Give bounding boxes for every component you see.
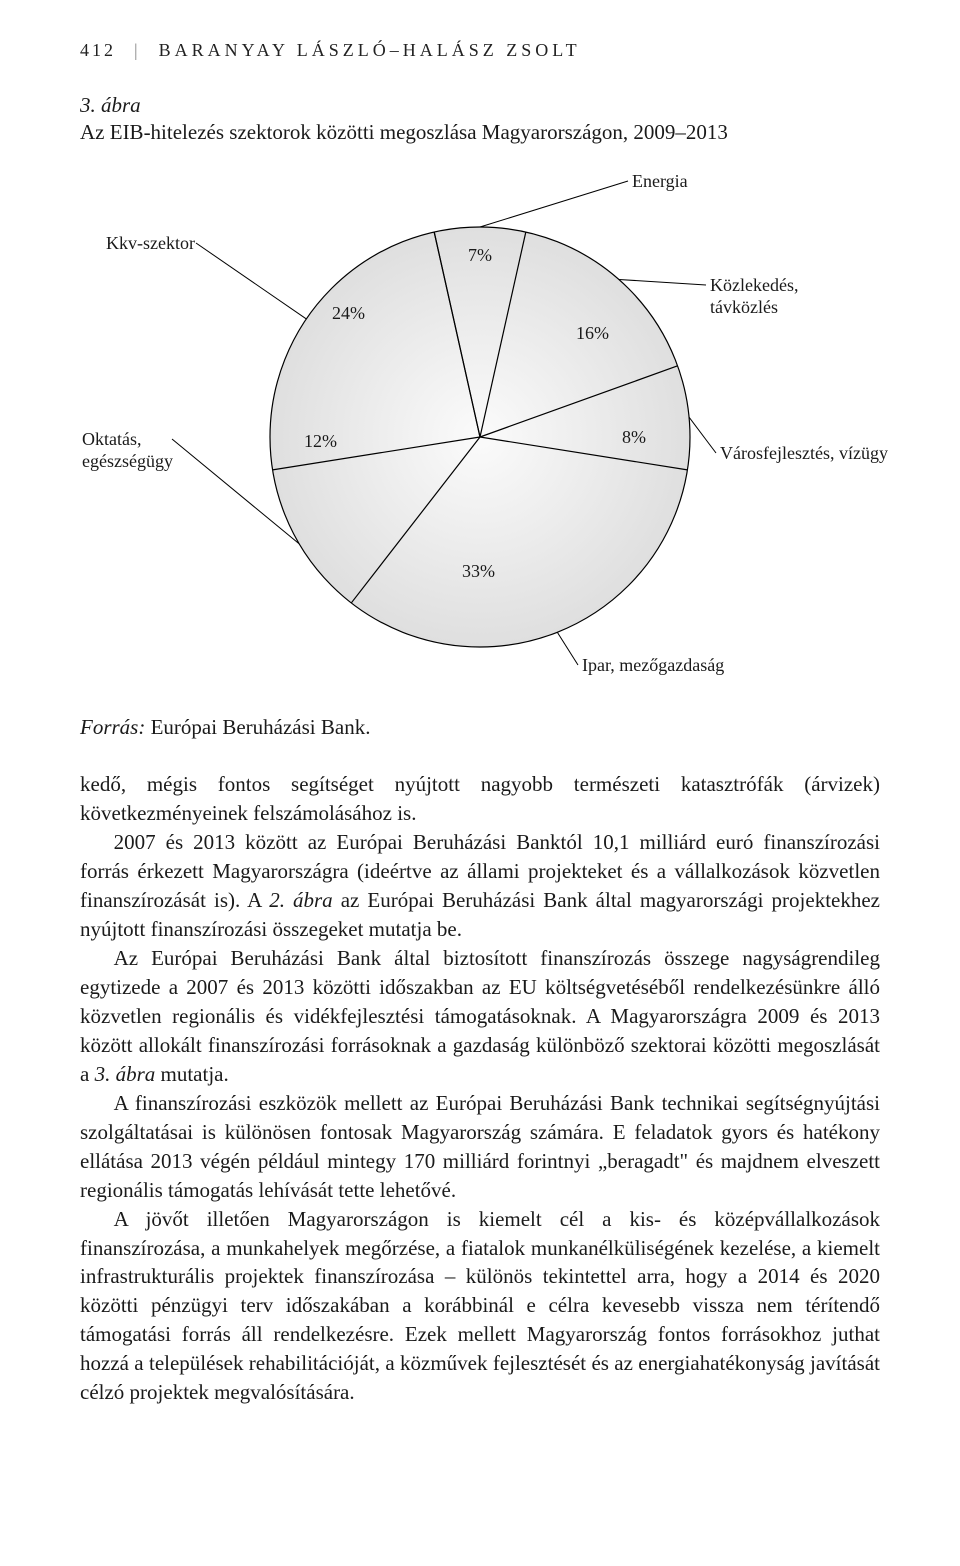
paragraph-1: kedő, mégis fontos segítséget nyújtott n… <box>80 770 880 828</box>
paragraph-4: A finanszírozási eszközök mellett az Eur… <box>80 1089 880 1205</box>
pie-chart-svg: 7% 16% 8% 33% 12% 24% <box>80 157 880 697</box>
slice-pct: 24% <box>332 303 365 323</box>
slice-pct: 16% <box>576 323 609 343</box>
divider: | <box>134 40 141 61</box>
author-names: BARANYAY LÁSZLÓ–HALÁSZ ZSOLT <box>159 40 581 61</box>
slice-pct: 7% <box>468 245 492 265</box>
paragraph-2: 2007 és 2013 között az Európai Beruházás… <box>80 828 880 944</box>
slice-label: Közlekedés, távközlés <box>710 275 798 318</box>
slice-label: Oktatás, egészségügy <box>82 429 173 472</box>
figure-label: 3. ábra <box>80 93 880 118</box>
paragraph-5: A jövőt illetően Magyarországon is kieme… <box>80 1205 880 1408</box>
figure-source: Forrás: Európai Beruházási Bank. <box>80 715 880 740</box>
source-text: Európai Beruházási Bank. <box>145 715 370 739</box>
page-number: 412 <box>80 40 116 61</box>
figure-title: Az EIB-hitelezés szektorok közötti megos… <box>80 120 880 145</box>
slice-pct: 12% <box>304 431 337 451</box>
source-prefix: Forrás: <box>80 715 145 739</box>
slice-label: Városfejlesztés, vízügy <box>720 443 888 465</box>
p3-ref: 3. ábra <box>95 1062 156 1086</box>
running-head: 412 | BARANYAY LÁSZLÓ–HALÁSZ ZSOLT <box>80 40 880 67</box>
page: 412 | BARANYAY LÁSZLÓ–HALÁSZ ZSOLT 3. áb… <box>0 0 960 1467</box>
slice-label: Kkv-szektor <box>106 233 195 255</box>
pie-chart: 7% 16% 8% 33% 12% 24% Energia Közlekedés, távk… <box>80 157 880 697</box>
figure-block: 3. ábra Az EIB-hitelezés szektorok közöt… <box>80 93 880 740</box>
slice-pct: 33% <box>462 561 495 581</box>
body-text: kedő, mégis fontos segítséget nyújtott n… <box>80 770 880 1407</box>
slice-pct: 8% <box>622 427 646 447</box>
p3-part-b: mutatja. <box>155 1062 228 1086</box>
slice-label: Ipar, mezőgazdaság <box>582 655 724 677</box>
slice-label: Energia <box>632 171 688 193</box>
p2-ref: 2. ábra <box>269 888 332 912</box>
paragraph-3: Az Európai Beruházási Bank által biztosí… <box>80 944 880 1089</box>
